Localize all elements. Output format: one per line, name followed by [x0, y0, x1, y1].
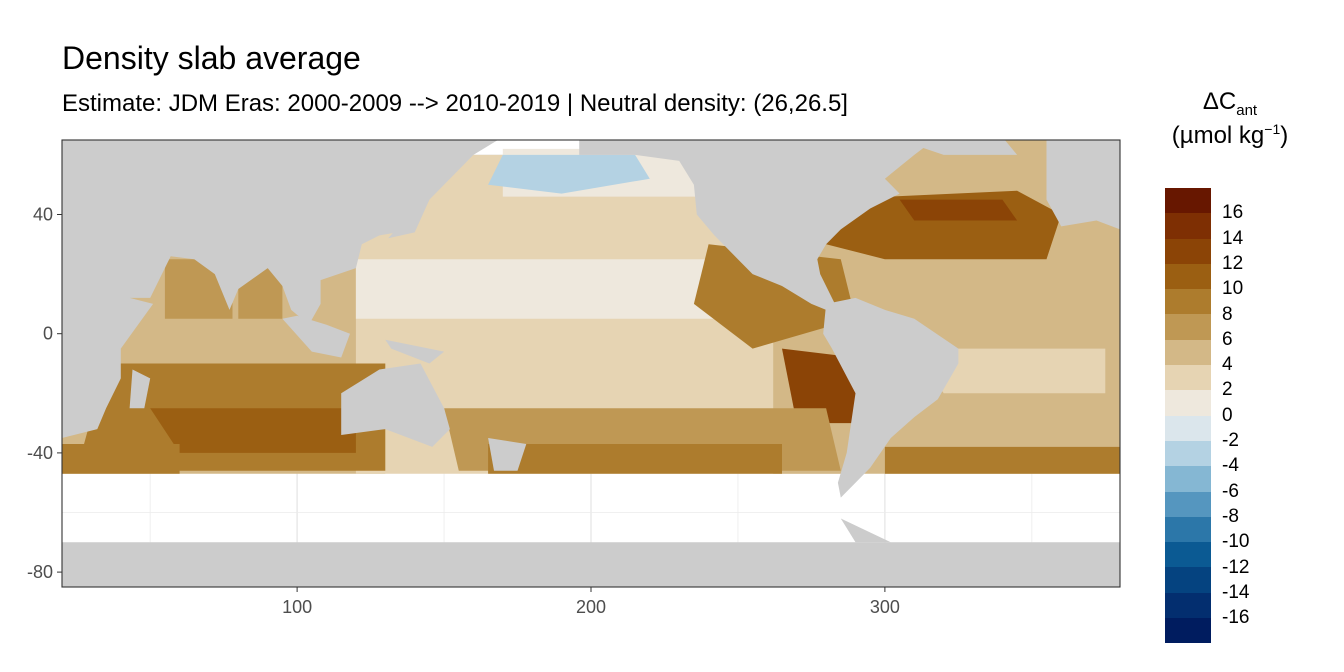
x-tick-label: 100 — [282, 597, 312, 617]
land-arabia — [62, 235, 151, 289]
legend-label: -14 — [1222, 581, 1250, 603]
field-south-atlantic-belt — [884, 446, 1120, 474]
legend-label: 10 — [1222, 278, 1244, 300]
legend-swatch — [1165, 618, 1211, 644]
legend-label: -4 — [1222, 455, 1239, 477]
legend-label: 0 — [1222, 404, 1233, 426]
legend-label: -16 — [1222, 607, 1250, 629]
legend-label: -6 — [1222, 480, 1239, 502]
land-new-zealand — [488, 438, 527, 471]
legend-title-unit: (µmol kg−1) — [1171, 121, 1289, 150]
legend-swatch — [1165, 314, 1211, 340]
legend-swatch — [1165, 415, 1211, 441]
legend-swatch — [1165, 365, 1211, 391]
legend-swatch — [1165, 491, 1211, 517]
legend-label: -8 — [1222, 505, 1239, 527]
legend-label: 12 — [1222, 252, 1244, 274]
legend-swatch — [1165, 516, 1211, 543]
land-mask — [62, 140, 1120, 587]
legend-label: 14 — [1222, 227, 1244, 249]
land-antarctica — [62, 542, 1120, 587]
land-antarctic-peninsula — [840, 518, 891, 543]
land-eurasia-africa — [62, 140, 498, 438]
legend-colorbar — [1165, 188, 1211, 644]
legend-swatch — [1165, 339, 1211, 366]
legend-swatch — [1165, 567, 1211, 593]
y-tick-label: 0 — [43, 324, 53, 344]
legend-label: 4 — [1222, 354, 1233, 376]
field-tropical-pacific — [355, 259, 782, 319]
legend-title: ΔCant (µmol kg−1) — [1170, 86, 1290, 151]
field-indian-core — [150, 408, 356, 453]
legend-swatch — [1165, 188, 1211, 214]
land-greenland — [899, 140, 1018, 155]
legend-label: -12 — [1222, 556, 1250, 578]
chart-title: Density slab average — [62, 40, 361, 76]
land-sumatra-borneo — [282, 315, 350, 358]
field-peru — [782, 348, 862, 424]
land-south-america — [823, 297, 959, 498]
y-tick-label: -80 — [27, 562, 53, 582]
legend-swatch — [1165, 592, 1211, 619]
x-tick-label: 300 — [870, 597, 900, 617]
legend-swatch — [1165, 440, 1211, 467]
land-japan — [388, 199, 430, 239]
y-tick-label: -40 — [27, 443, 53, 463]
field-agulhas — [62, 444, 180, 474]
legend-label: -2 — [1222, 430, 1239, 451]
legend-label: -10 — [1222, 531, 1250, 553]
land-new-guinea — [385, 339, 445, 364]
legend-label: 6 — [1222, 328, 1233, 350]
land-europe — [1046, 140, 1120, 230]
legend-swatch — [1165, 213, 1211, 239]
field-negative-pacific — [488, 154, 650, 194]
legend-swatch — [1165, 263, 1211, 290]
legend-label: 8 — [1222, 303, 1233, 325]
chart-subtitle: Estimate: JDM Eras: 2000-2009 --> 2010-2… — [62, 90, 848, 117]
field-north-atlantic-core — [899, 199, 1018, 221]
legend-title-quantity: ΔCant — [1202, 88, 1258, 119]
legend-swatch — [1165, 466, 1211, 492]
legend-label: 16 — [1222, 202, 1244, 224]
legend-swatch — [1165, 289, 1211, 315]
legend-swatch — [1165, 390, 1211, 416]
field-south-atlantic — [914, 348, 1106, 394]
legend-label: 2 — [1222, 379, 1233, 401]
legend-swatch — [1165, 238, 1211, 264]
x-tick-label: 200 — [576, 597, 606, 617]
y-tick-label: 40 — [33, 205, 53, 225]
field-south-pacific-belt — [488, 444, 782, 474]
land-madagascar — [129, 369, 151, 409]
legend-swatch — [1165, 542, 1211, 568]
land-north-america — [579, 140, 934, 310]
land-australia — [341, 363, 450, 447]
